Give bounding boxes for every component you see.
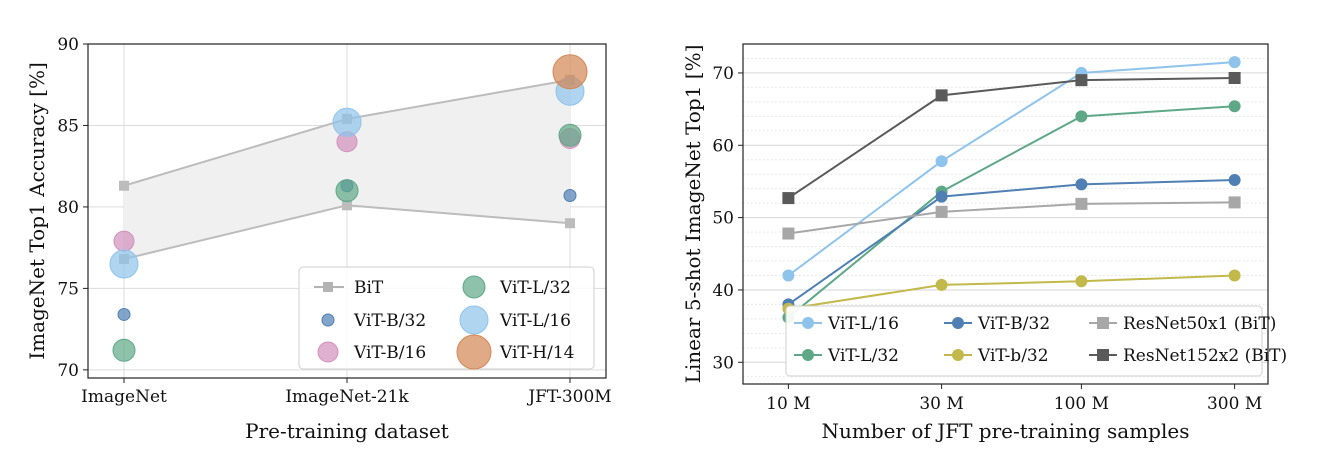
legend-label-resnet50x1-bit: ResNet50x1 (BiT) xyxy=(1123,314,1276,334)
point-vit-b-32 xyxy=(1075,178,1088,191)
legend-marker-vit-l-32 xyxy=(462,275,486,299)
y-tick-label: 85 xyxy=(57,116,79,136)
point-resnet152x2-bit xyxy=(935,89,948,102)
y-tick-label: 50 xyxy=(712,209,734,229)
legend-label-vit-b-32: ViT-B/32 xyxy=(353,311,426,331)
legend-label-vit-b-32: ViT-b/32 xyxy=(977,346,1049,366)
point-vit-b-32 xyxy=(935,278,948,291)
y-tick-label: 30 xyxy=(712,353,734,373)
point-vit-l-16 xyxy=(109,249,139,279)
point-resnet50x1-bit xyxy=(1228,196,1241,209)
point-vit-l-32 xyxy=(335,179,359,203)
x-tick-label: ImageNet-21k xyxy=(285,387,409,407)
right-chart: 30 40 50 60 70 10 M 30 M 100 M 300 M Number of JF… xyxy=(681,43,1287,443)
y-axis-label: Linear 5-shot ImageNet Top1 [%] xyxy=(681,45,705,384)
legend-box xyxy=(785,305,1263,377)
x-tick-label: 100 M xyxy=(1054,394,1109,414)
legend-marker-vit-b-32 xyxy=(952,317,964,329)
line-resnet152x2-bit xyxy=(787,77,1235,199)
legend-label-vit-l-32: ViT-L/32 xyxy=(499,278,571,298)
bit-point xyxy=(119,180,129,191)
x-tick-label: ImageNet xyxy=(81,387,167,407)
point-vit-l-32 xyxy=(558,123,582,147)
point-resnet152x2-bit xyxy=(782,192,795,205)
legend-label-bit: BiT xyxy=(354,278,384,298)
y-tick-label: 70 xyxy=(712,64,734,84)
legend-box xyxy=(298,266,595,370)
x-tick-label: 30 M xyxy=(919,394,963,414)
x-axis-label: Pre-training dataset xyxy=(245,419,449,443)
point-vit-b-16 xyxy=(113,230,135,252)
point-vit-h-14 xyxy=(552,54,588,90)
plot-frame xyxy=(742,43,1269,385)
legend-marker-vit-b-16 xyxy=(317,341,339,363)
y-tick-label: 40 xyxy=(712,281,734,301)
point-vit-b-32 xyxy=(1228,269,1241,282)
bit-point xyxy=(342,200,352,211)
legend-label-vit-b-16: ViT-B/16 xyxy=(353,343,426,363)
x-tick-label: 300 M xyxy=(1207,394,1262,414)
point-resnet50x1-bit xyxy=(782,227,795,240)
legend-marker-vit-b-32 xyxy=(321,313,335,327)
line-vit-l-32 xyxy=(787,105,1235,319)
bit-range-band xyxy=(124,79,570,260)
x-tick-label: JFT-300M xyxy=(526,387,611,407)
legend-label-vit-l-16: ViT-L/16 xyxy=(827,314,899,334)
y-tick-label: 70 xyxy=(57,361,79,381)
line-vit-b-32 xyxy=(787,179,1235,306)
legend-label-vit-b-32: ViT-B/32 xyxy=(977,314,1050,334)
point-resnet152x2-bit xyxy=(1228,72,1241,84)
bit-point xyxy=(565,218,575,229)
point-vit-l-16 xyxy=(332,107,362,137)
line-vit-b-32 xyxy=(788,274,1235,310)
y-tick-label: 60 xyxy=(712,136,734,156)
y-tick-label: 90 xyxy=(57,35,79,55)
legend-marker-vit-l-32 xyxy=(802,349,814,361)
legend-label-vit-h-14: ViT-H/14 xyxy=(499,343,575,363)
legend-marker-vit-b-32 xyxy=(952,349,964,361)
point-vit-b-32 xyxy=(1075,275,1088,288)
point-vit-l-32 xyxy=(1075,110,1088,123)
legend-marker-resnet152x2-bit xyxy=(1097,349,1109,361)
legend-label-vit-l-32: ViT-L/32 xyxy=(827,346,899,366)
point-vit-b-32 xyxy=(935,190,948,203)
x-tick-label: 10 M xyxy=(766,394,810,414)
point-vit-b-32 xyxy=(563,189,577,203)
y-tick-label: 75 xyxy=(57,279,79,299)
line-vit-l-16 xyxy=(787,61,1235,277)
point-vit-l-16 xyxy=(782,269,795,282)
legend-marker-vit-l-16 xyxy=(802,317,814,329)
point-vit-l-32 xyxy=(112,338,136,362)
legend-marker-vit-h-14 xyxy=(456,334,492,370)
point-vit-l-16 xyxy=(935,155,948,168)
x-axis-label: Number of JFT pre-training samples xyxy=(822,419,1190,443)
point-vit-b-32 xyxy=(1228,174,1241,186)
legend-label-resnet152x2-bit: ResNet152x2 (BiT) xyxy=(1123,346,1287,366)
legend-label-vit-l-16: ViT-L/16 xyxy=(499,311,571,331)
legend-marker-resnet50x1-bit xyxy=(1097,317,1109,329)
point-resnet50x1-bit xyxy=(935,205,948,218)
legend-marker-vit-l-16 xyxy=(459,305,489,335)
line-resnet50x1-bit xyxy=(788,201,1235,235)
point-resnet50x1-bit xyxy=(1075,197,1088,210)
legend-marker-bit xyxy=(323,282,333,292)
point-vit-l-32 xyxy=(1228,100,1241,113)
left-chart: 70 75 80 85 90 ImageNet ImageNet-21k JFT-300M Pr… xyxy=(25,35,612,443)
y-axis-label: ImageNet Top1 Accuracy [%] xyxy=(25,62,49,360)
y-tick-label: 80 xyxy=(57,198,79,218)
point-vit-b-32 xyxy=(117,307,131,321)
point-vit-l-16 xyxy=(1228,56,1241,69)
point-resnet152x2-bit xyxy=(1075,74,1088,87)
